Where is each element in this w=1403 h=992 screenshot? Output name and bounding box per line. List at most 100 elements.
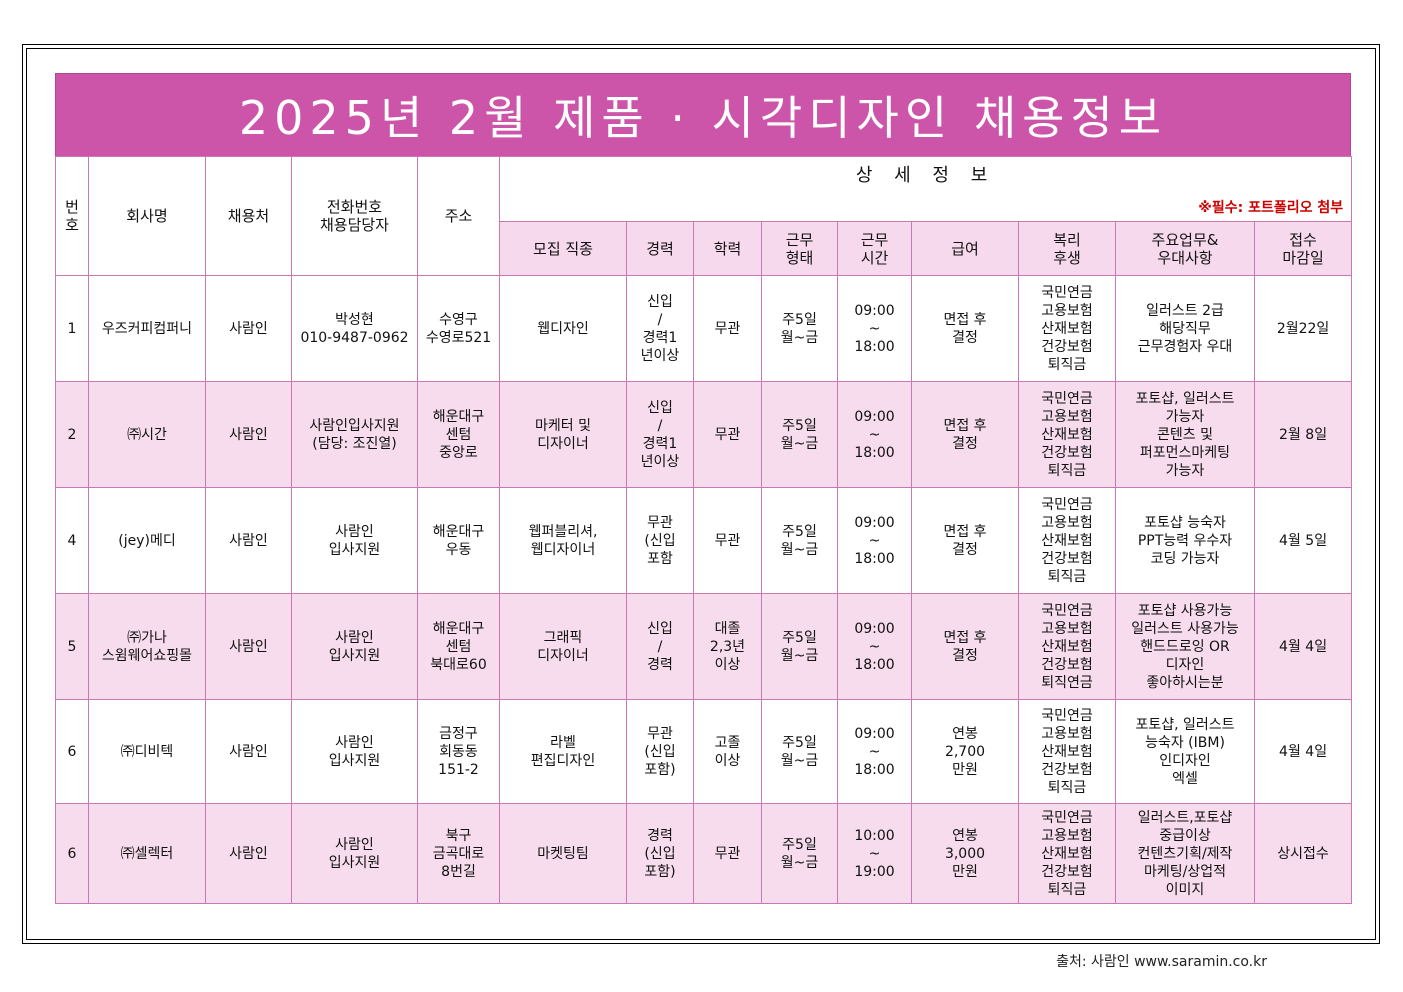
cell-duties: 포토샵 사용가능 일러스트 사용가능 핸드드로잉 OR 디자인 좋아하시는분 — [1115, 593, 1255, 700]
header-number: 번 호 — [55, 156, 89, 276]
cell-benefits: 국민연금 고용보험 산재보험 건강보험 퇴직금 — [1018, 381, 1116, 488]
cell-work-type: 주5일 월~금 — [761, 593, 838, 700]
cell-company: ㈜디비텍 — [88, 699, 206, 804]
header-company: 회사명 — [88, 156, 206, 276]
cell-number: 1 — [55, 275, 89, 382]
header-deadline: 접수 마감일 — [1253, 221, 1353, 276]
header-salary: 급여 — [911, 221, 1019, 276]
cell-company: 우즈커피컴퍼니 — [88, 275, 206, 382]
cell-recruiter: 사람인 — [205, 487, 292, 594]
cell-number: 2 — [55, 381, 89, 488]
cell-career: 신입 / 경력1 년이상 — [626, 275, 694, 382]
cell-education: 무관 — [693, 803, 762, 904]
cell-number: 5 — [55, 593, 89, 700]
cell-work-type: 주5일 월~금 — [761, 699, 838, 804]
cell-benefits: 국민연금 고용보험 산재보험 건강보험 퇴직금 — [1018, 803, 1116, 904]
cell-job: 마케터 및 디자이너 — [499, 381, 627, 488]
cell-work-hours: 09:00 ~ 18:00 — [837, 275, 912, 382]
cell-address: 북구 금곡대로 8번길 — [417, 803, 500, 904]
cell-duties: 포토샵, 일러스트 가능자 콘텐츠 및 퍼포먼스마케팅 가능자 — [1115, 381, 1255, 488]
cell-work-type: 주5일 월~금 — [761, 487, 838, 594]
cell-education: 대졸 2,3년 이상 — [693, 593, 762, 700]
cell-benefits: 국민연금 고용보험 산재보험 건강보험 퇴직금 — [1018, 487, 1116, 594]
cell-address: 금정구 회동동 151-2 — [417, 699, 500, 804]
header-contact: 전화번호 채용담당자 — [291, 156, 418, 276]
cell-address: 해운대구 센텀 중앙로 — [417, 381, 500, 488]
table-row: 4 (jey)메디 사람인 사람인 입사지원 해운대구 우동 웹퍼블리셔, 웹디… — [55, 487, 1353, 594]
table-row: 1 우즈커피컴퍼니 사람인 박성현 010-9487-0962 수영구 수영로5… — [55, 275, 1353, 382]
cell-work-hours: 10:00 ~ 19:00 — [837, 803, 912, 904]
cell-job: 웹디자인 — [499, 275, 627, 382]
cell-salary: 면접 후 결정 — [911, 593, 1019, 700]
cell-work-type: 주5일 월~금 — [761, 381, 838, 488]
cell-deadline: 2월22일 — [1253, 275, 1353, 382]
cell-recruiter: 사람인 — [205, 699, 292, 804]
cell-career: 신입 / 경력 — [626, 593, 694, 700]
cell-company: (jey)메디 — [88, 487, 206, 594]
table-row: 6 ㈜디비텍 사람인 사람인 입사지원 금정구 회동동 151-2 라벨 편집디… — [55, 699, 1353, 804]
cell-deadline: 4월 4일 — [1253, 699, 1353, 804]
cell-contact: 사람인 입사지원 — [291, 699, 418, 804]
cell-recruiter: 사람인 — [205, 381, 292, 488]
recruitment-table: 번 호 회사명 채용처 전화번호 채용담당자 주소 상 세 정 보 ※필수: 포… — [55, 156, 1353, 904]
cell-salary: 연봉 3,000 만원 — [911, 803, 1019, 904]
source-credit: 출처: 사람인 www.saramin.co.kr — [1056, 954, 1267, 970]
cell-contact: 사람인입사지원 (담당: 조진열) — [291, 381, 418, 488]
cell-job: 그래픽 디자이너 — [499, 593, 627, 700]
cell-number: 6 — [55, 699, 89, 804]
cell-deadline: 4월 4일 — [1253, 593, 1353, 700]
cell-company: ㈜셀렉터 — [88, 803, 206, 904]
cell-career: 신입 / 경력1 년이상 — [626, 381, 694, 488]
cell-recruiter: 사람인 — [205, 593, 292, 700]
cell-company: ㈜시간 — [88, 381, 206, 488]
cell-job: 웹퍼블리셔, 웹디자이너 — [499, 487, 627, 594]
cell-company: ㈜가나 스윔웨어쇼핑몰 — [88, 593, 206, 700]
cell-deadline: 상시접수 — [1253, 803, 1353, 904]
cell-duties: 일러스트,포토샵 중급이상 컨텐츠기획/제작 마케팅/상업적 이미지 — [1115, 803, 1255, 904]
header-duties: 주요업무& 우대사항 — [1115, 221, 1255, 276]
cell-work-hours: 09:00 ~ 18:00 — [837, 487, 912, 594]
cell-address: 해운대구 센텀 북대로60 — [417, 593, 500, 700]
cell-work-hours: 09:00 ~ 18:00 — [837, 699, 912, 804]
cell-number: 6 — [55, 803, 89, 904]
page-border-inner — [26, 48, 1376, 940]
cell-address: 해운대구 우동 — [417, 487, 500, 594]
cell-recruiter: 사람인 — [205, 803, 292, 904]
cell-work-hours: 09:00 ~ 18:00 — [837, 381, 912, 488]
required-note: ※필수: 포트폴리오 첨부 — [1198, 200, 1344, 216]
cell-career: 무관 (신입 포함 — [626, 487, 694, 594]
header-work-type: 근무 형태 — [761, 221, 838, 276]
cell-job: 라벨 편집디자인 — [499, 699, 627, 804]
cell-work-hours: 09:00 ~ 18:00 — [837, 593, 912, 700]
cell-salary: 면접 후 결정 — [911, 381, 1019, 488]
cell-duties: 포토샵, 일러스트 능숙자 (IBM) 인디자인 엑셀 — [1115, 699, 1255, 804]
cell-education: 무관 — [693, 275, 762, 382]
cell-job: 마켓팅팀 — [499, 803, 627, 904]
cell-salary: 연봉 2,700 만원 — [911, 699, 1019, 804]
cell-career: 무관 (신입 포함) — [626, 699, 694, 804]
header-detail: 상 세 정 보 ※필수: 포트폴리오 첨부 — [498, 156, 1353, 222]
cell-contact: 사람인 입사지원 — [291, 487, 418, 594]
table-row: 5 ㈜가나 스윔웨어쇼핑몰 사람인 사람인 입사지원 해운대구 센텀 북대로60… — [55, 593, 1353, 700]
table-row: 2 ㈜시간 사람인 사람인입사지원 (담당: 조진열) 해운대구 센텀 중앙로 … — [55, 381, 1353, 488]
header-education: 학력 — [693, 221, 762, 276]
header-benefits: 복리 후생 — [1018, 221, 1116, 276]
header-career: 경력 — [626, 221, 694, 276]
cell-work-type: 주5일 월~금 — [761, 803, 838, 904]
cell-contact: 사람인 입사지원 — [291, 593, 418, 700]
cell-career: 경력 (신입 포함) — [626, 803, 694, 904]
cell-work-type: 주5일 월~금 — [761, 275, 838, 382]
cell-benefits: 국민연금 고용보험 산재보험 건강보험 퇴직금 — [1018, 699, 1116, 804]
cell-duties: 일러스트 2급 해당직무 근무경험자 우대 — [1115, 275, 1255, 382]
cell-deadline: 4월 5일 — [1253, 487, 1353, 594]
cell-recruiter: 사람인 — [205, 275, 292, 382]
cell-benefits: 국민연금 고용보험 산재보험 건강보험 퇴직금 — [1018, 275, 1116, 382]
header-job: 모집 직종 — [499, 221, 627, 276]
cell-deadline: 2월 8일 — [1253, 381, 1353, 488]
detail-title: 상 세 정 보 — [855, 165, 996, 186]
page-border-outer — [22, 44, 1380, 944]
table-row: 6 ㈜셀렉터 사람인 사람인 입사지원 북구 금곡대로 8번길 마켓팅팀 경력 … — [55, 803, 1353, 904]
cell-duties: 포토샵 능숙자 PPT능력 우수자 코딩 가능자 — [1115, 487, 1255, 594]
cell-address: 수영구 수영로521 — [417, 275, 500, 382]
cell-contact: 사람인 입사지원 — [291, 803, 418, 904]
